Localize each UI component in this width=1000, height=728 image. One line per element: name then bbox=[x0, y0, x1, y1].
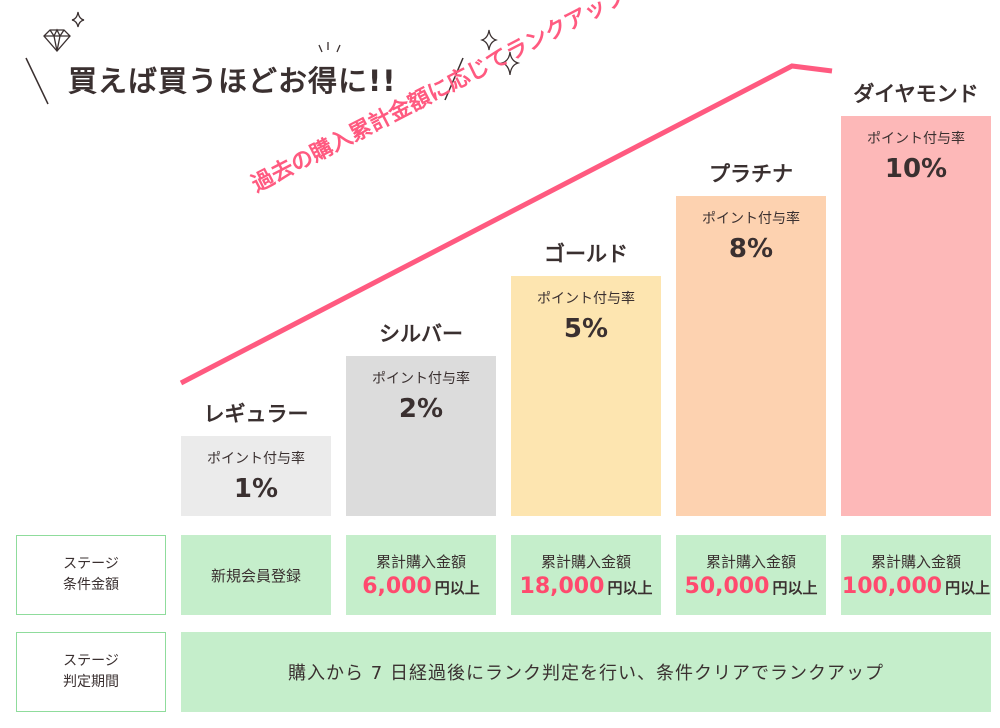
rate-label: ポイント付与率 bbox=[867, 131, 965, 147]
rate-label: ポイント付与率 bbox=[537, 291, 635, 307]
sparkle-icon bbox=[499, 51, 521, 76]
amount: 6,000 bbox=[362, 574, 432, 599]
rank-name: ダイヤモンド bbox=[853, 82, 979, 106]
amount: 100,000 bbox=[841, 574, 943, 599]
sparkle-icon bbox=[480, 29, 498, 51]
sparkle-icon bbox=[71, 11, 85, 28]
slash-right bbox=[444, 57, 464, 101]
condition-label: 新規会員登録 bbox=[210, 566, 301, 585]
rate-value: 5% bbox=[563, 314, 609, 344]
condition-header: ステージ 条件金額 bbox=[16, 535, 166, 615]
condition-label: 累計購入金額 bbox=[870, 553, 961, 571]
condition-cell: 累計購入金額 6,000 円以上 bbox=[346, 535, 496, 615]
rank-bar: ポイント付与率 10% bbox=[841, 116, 991, 516]
rate-value: 8% bbox=[728, 234, 774, 264]
rate-value: 10% bbox=[884, 154, 948, 184]
amount-suffix: 円以上 bbox=[772, 579, 818, 597]
rank-name: ゴールド bbox=[544, 242, 628, 266]
rate-value: 1% bbox=[233, 474, 279, 504]
headline: 買えば買うほどお得に!! bbox=[68, 64, 397, 98]
rate-label: ポイント付与率 bbox=[372, 371, 470, 387]
condition-cell: 累計購入金額 18,000 円以上 bbox=[511, 535, 661, 615]
amount-suffix: 円以上 bbox=[607, 579, 653, 597]
rank-name: シルバー bbox=[379, 322, 463, 346]
amount: 50,000 bbox=[684, 574, 770, 599]
rank-bar: ポイント付与率 1% bbox=[181, 436, 331, 516]
rank-bar: ポイント付与率 2% bbox=[346, 356, 496, 516]
amount-suffix: 円以上 bbox=[434, 579, 480, 597]
rank-name: プラチナ bbox=[709, 162, 793, 186]
diamond-icon bbox=[43, 28, 71, 52]
rate-label: ポイント付与率 bbox=[702, 211, 800, 227]
rank-bar: ポイント付与率 8% bbox=[676, 196, 826, 516]
rate-value: 2% bbox=[398, 394, 444, 424]
rate-label: ポイント付与率 bbox=[207, 451, 305, 467]
period-text: 購入から 7 日経過後にランク判定を行い、条件クリアでランクアップ bbox=[181, 632, 991, 712]
slash-left bbox=[25, 57, 49, 105]
condition-label: 累計購入金額 bbox=[705, 553, 796, 571]
emphasis-marks bbox=[318, 42, 341, 53]
period-header: ステージ 判定期間 bbox=[16, 632, 166, 712]
condition-cell: 累計購入金額 100,000 円以上 bbox=[841, 535, 991, 615]
condition-cell: 累計購入金額 50,000 円以上 bbox=[676, 535, 826, 615]
rank-up-arrow bbox=[179, 63, 833, 386]
amount-suffix: 円以上 bbox=[945, 579, 991, 597]
amount: 18,000 bbox=[519, 574, 605, 599]
rank-name: レギュラー bbox=[203, 402, 309, 426]
condition-label: 累計購入金額 bbox=[540, 553, 631, 571]
condition-label: 累計購入金額 bbox=[375, 553, 466, 571]
condition-cell: 新規会員登録 bbox=[181, 535, 331, 615]
rank-bar: ポイント付与率 5% bbox=[511, 276, 661, 516]
